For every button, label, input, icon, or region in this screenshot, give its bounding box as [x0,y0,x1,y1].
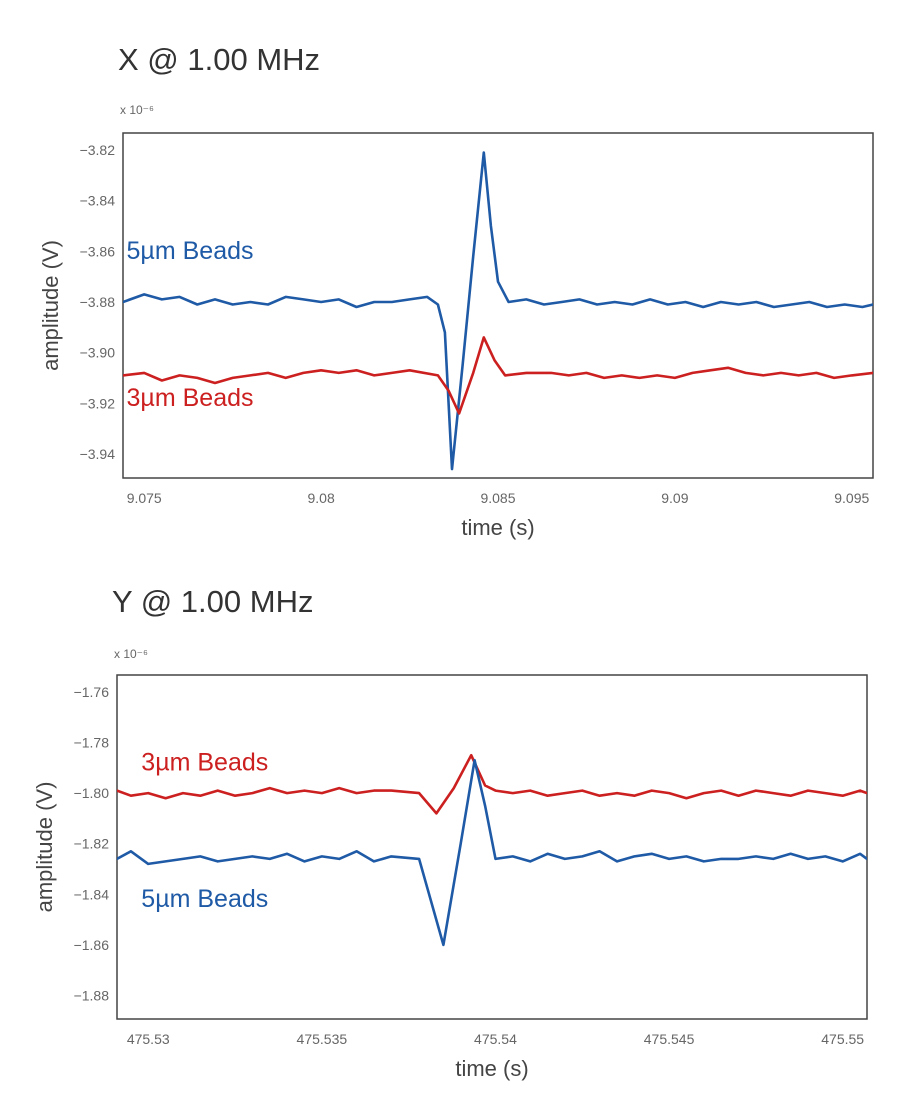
y-tick-label: −1.86 [74,937,110,953]
x-tick-label: 475.53 [127,1031,170,1047]
y-axis-label: amplitude (V) [38,240,63,371]
y-tick-label: −3.82 [80,142,116,158]
y-tick-label: −1.84 [74,886,110,902]
x-tick-label: 475.535 [297,1031,348,1047]
y-multiplier: x 10⁻⁶ [120,103,154,117]
series-label: 3µm Beads [127,384,254,412]
x-tick-label: 9.085 [480,490,515,506]
y-tick-label: −1.78 [74,735,110,751]
series-line-3um [117,753,867,815]
y-tick-label: −3.94 [80,446,116,462]
series-line-5um [123,151,873,471]
y-tick-label: −1.80 [74,785,110,801]
series-label: 5µm Beads [141,885,268,913]
x-tick-label: 475.55 [821,1031,864,1047]
y-tick-label: −1.88 [74,987,110,1003]
y-tick-label: −3.92 [80,395,116,411]
y-tick-label: −1.76 [74,684,110,700]
y-tick-label: −1.82 [74,836,110,852]
y-tick-label: −3.88 [80,294,116,310]
y-axis-label: amplitude (V) [32,782,57,913]
chart-x: X @ 1.00 MHz x 10⁻⁶ −3.82 −3.84 −3.86 −3.88 −3… [38,42,874,540]
series-line-3um [123,336,873,415]
y-tick-label: −3.84 [80,193,116,209]
x-axis-label: time (s) [461,515,534,540]
series-label: 3µm Beads [141,748,268,776]
plot-frame [116,674,868,1020]
series-line-5um [117,758,867,947]
x-tick-label: 9.095 [834,490,869,506]
x-tick-label: 475.545 [644,1031,695,1047]
chart-y: Y @ 1.00 MHz x 10⁻⁶ −1.76 −1.78 −1.80 −1.82 −1… [32,584,868,1081]
y-tick-label: −3.90 [80,345,116,361]
series-label: 5µm Beads [127,237,254,265]
x-axis-label: time (s) [455,1056,528,1081]
x-tick-label: 9.075 [127,490,162,506]
chart-title: Y @ 1.00 MHz [112,584,313,619]
x-tick-label: 9.09 [661,490,688,506]
y-multiplier: x 10⁻⁶ [114,647,148,661]
y-tick-label: −3.86 [80,243,116,259]
plot-frame [122,132,874,479]
x-tick-label: 475.54 [474,1031,517,1047]
x-tick-label: 9.08 [307,490,334,506]
chart-title: X @ 1.00 MHz [118,42,320,77]
